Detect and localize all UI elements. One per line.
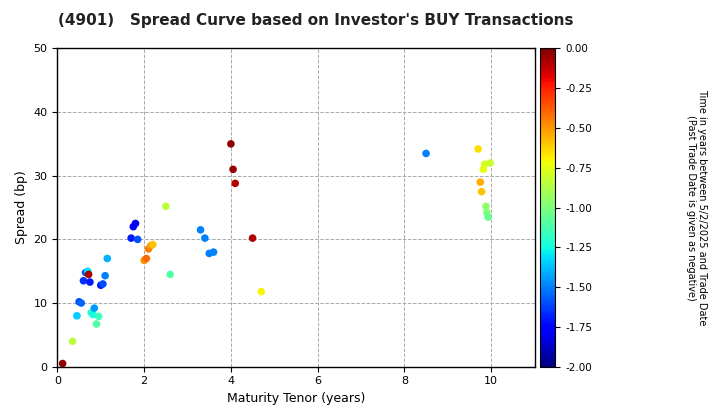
X-axis label: Maturity Tenor (years): Maturity Tenor (years): [227, 392, 365, 405]
Point: [199, 235, 211, 242]
Point: [67, 338, 78, 345]
Point: [479, 161, 490, 168]
Point: [127, 223, 139, 230]
Point: [99, 272, 111, 279]
Point: [145, 242, 156, 249]
Point: [71, 312, 83, 319]
Point: [73, 299, 85, 305]
Point: [95, 282, 107, 289]
Point: [82, 268, 94, 275]
Point: [87, 311, 99, 318]
Point: [476, 188, 487, 195]
Point: [420, 150, 432, 157]
Point: [84, 279, 96, 286]
Point: [89, 305, 100, 312]
Point: [208, 249, 220, 255]
Point: [485, 160, 496, 166]
Point: [160, 203, 171, 210]
Point: [482, 214, 494, 220]
Point: [125, 235, 137, 242]
Point: [57, 360, 68, 367]
Point: [472, 146, 484, 152]
Point: [477, 166, 489, 173]
Point: [130, 220, 141, 227]
Point: [230, 180, 241, 187]
Point: [195, 226, 207, 233]
Point: [91, 321, 102, 328]
Point: [228, 166, 239, 173]
Y-axis label: Time in years between 5/2/2025 and Trade Date
(Past Trade Date is given as negat: Time in years between 5/2/2025 and Trade…: [685, 89, 707, 326]
Point: [164, 271, 176, 278]
Point: [76, 300, 87, 307]
Point: [204, 250, 215, 257]
Point: [140, 255, 152, 262]
Point: [93, 313, 104, 320]
Point: [247, 235, 258, 242]
Point: [225, 141, 237, 147]
Point: [474, 179, 486, 186]
Point: [132, 236, 143, 243]
Text: (4901)   Spread Curve based on Investor's BUY Transactions: (4901) Spread Curve based on Investor's …: [58, 13, 573, 28]
Point: [78, 278, 89, 284]
Point: [102, 255, 113, 262]
Point: [143, 246, 154, 252]
Point: [83, 271, 94, 278]
Point: [86, 309, 97, 316]
Point: [256, 288, 267, 295]
Point: [80, 269, 91, 276]
Point: [480, 203, 492, 210]
Point: [481, 209, 492, 216]
Y-axis label: Spread (bp): Spread (bp): [15, 171, 28, 244]
Point: [138, 257, 150, 264]
Point: [147, 241, 158, 248]
Point: [97, 281, 109, 287]
